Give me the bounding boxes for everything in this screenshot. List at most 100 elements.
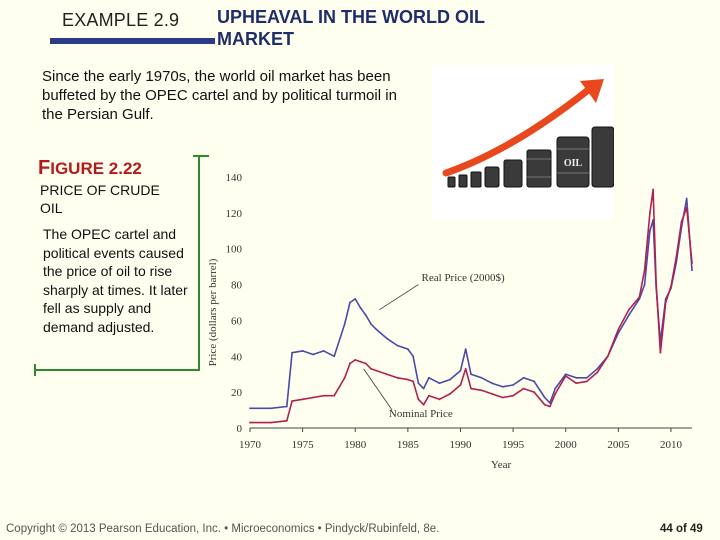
real-price-point [491, 382, 493, 385]
real-price-point [396, 344, 399, 347]
real-price-point [428, 376, 430, 379]
nominal-price-point [522, 387, 525, 390]
real-price-point [470, 373, 472, 376]
real-price-point [543, 396, 546, 399]
real-price-point [406, 348, 409, 351]
nominal-price-point [554, 393, 557, 395]
nominal-price-point [396, 376, 399, 379]
x-tick-label: 1975 [292, 439, 315, 451]
nominal-price-point [359, 360, 362, 363]
real-price-point [685, 197, 688, 200]
oil-price-chart: 0 20 40 60 80 100 120 140 1970 1975 1980 1985 1990 19… [207, 172, 693, 471]
nominal-price-point [364, 362, 367, 365]
nominal-price-point [438, 398, 441, 401]
figure-title: PRICE OF CRUDE OIL [40, 182, 160, 216]
nominal-price-point [512, 394, 514, 397]
y-tick-label: 60 [231, 315, 243, 327]
x-tick-label: 1990 [449, 439, 472, 451]
nominal-price-point [549, 405, 551, 408]
real-price-point [564, 373, 567, 376]
real-price-point [291, 351, 293, 354]
page-number: 44 of 49 [660, 523, 703, 535]
real-price-point [385, 337, 388, 340]
real-price-point [459, 369, 462, 372]
nominal-price-point [354, 358, 357, 361]
real-price-point [312, 353, 315, 356]
nominal-price-point [638, 296, 641, 299]
nominal-price-point [564, 375, 567, 377]
y-tick-label: 40 [231, 351, 243, 363]
real-price-point [417, 382, 420, 385]
barrel-4-icon [484, 166, 500, 188]
y-tick-label: 100 [226, 244, 243, 256]
real-price-point [412, 355, 415, 358]
nominal-price-point [627, 308, 630, 311]
nominal-price-point [343, 376, 346, 379]
real-price-point [464, 348, 467, 351]
barrel-1-icon [447, 176, 456, 188]
frame-top-tick [193, 155, 209, 157]
nominal-price-point [470, 387, 472, 390]
figure-number: FIGURE 2.22 [38, 157, 142, 179]
x-tick-label: 1985 [397, 439, 420, 451]
x-tick-label: 1980 [344, 439, 367, 451]
y-tick-label: 0 [237, 423, 243, 435]
real-price-point [649, 229, 651, 232]
nominal-price-point [464, 367, 467, 370]
real-price-point [270, 407, 272, 410]
nominal-price-point [691, 262, 693, 264]
nominal-price-point [480, 389, 483, 392]
nominal-price-point [422, 403, 425, 406]
y-tick-label: 80 [231, 280, 243, 292]
nominal-price-point [322, 394, 325, 397]
nominal-price-annotation-arrow [363, 368, 393, 411]
y-tick-label: 140 [226, 172, 243, 184]
real-price-point [554, 387, 557, 390]
y-tick-label: 20 [231, 387, 243, 399]
nominal-price-point [606, 355, 609, 358]
intro-text: Since the early 1970s, the world oil mar… [42, 68, 397, 123]
oil-barrels-illustration: OIL [432, 65, 614, 220]
nominal-price-point [370, 367, 372, 370]
real-price-point [501, 385, 504, 388]
nominal-price-point [585, 380, 588, 383]
x-tick-label: 2000 [555, 439, 578, 451]
real-price-point [585, 376, 588, 379]
x-tick-label: 1970 [239, 439, 262, 451]
x-axis-label: Year [491, 459, 512, 471]
nominal-price-point [417, 398, 420, 401]
real-price-annotation-arrow [379, 284, 419, 311]
real-price-point [359, 306, 362, 309]
nominal-price-point [575, 382, 578, 385]
nominal-price-point [333, 394, 336, 397]
nominal-price-point [680, 220, 683, 223]
example-label: EXAMPLE 2.9 [62, 10, 180, 30]
footer-copyright: Copyright © 2013 Pearson Education, Inc.… [6, 523, 440, 535]
real-price-point [575, 376, 578, 379]
nominal-price-point [428, 394, 430, 397]
real-price-point [627, 314, 630, 316]
real-price-point [480, 376, 483, 379]
real-price-point [349, 301, 351, 304]
nominal-price-annotation: Nominal Price [389, 408, 453, 420]
nominal-price-point [449, 393, 451, 395]
nominal-price-line [250, 188, 693, 424]
nominal-price-point [285, 419, 288, 422]
example-title: UPHEAVAL IN THE WORLD OIL MARKET [217, 7, 485, 49]
real-price-point [249, 407, 251, 410]
nominal-price-point [406, 378, 409, 381]
real-price-point [333, 355, 336, 358]
barrel-8-icon [591, 126, 614, 188]
y-tick-label: 120 [226, 208, 243, 220]
barrel-3-icon [470, 171, 482, 188]
x-tick-label: 2010 [660, 439, 683, 451]
nominal-price-point [652, 188, 654, 191]
frame-tick-left [34, 364, 36, 376]
real-price-line [250, 197, 693, 410]
real-price-point [375, 328, 378, 331]
nominal-price-point [385, 373, 388, 376]
nominal-price-point [655, 283, 658, 286]
trend-arrow-shaft [442, 83, 596, 177]
real-price-point [512, 384, 514, 386]
